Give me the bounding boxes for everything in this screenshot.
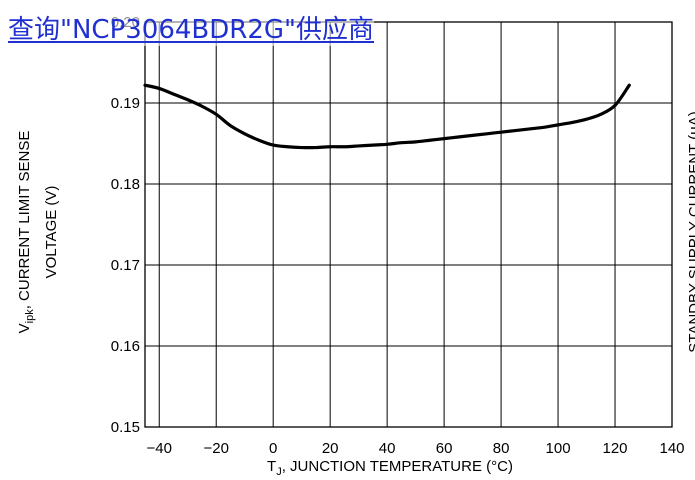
series-layer: [143, 83, 631, 150]
x-tick-label: 40: [379, 440, 396, 457]
x-tick-labels: −40 −20 0 20 40 60 80 100 120 140: [147, 440, 685, 457]
x-tick-label: −40: [147, 440, 172, 457]
y-tick-label: 0.19: [111, 95, 140, 112]
y-tick-labels: 0.150.160.170.180.190.20: [111, 14, 140, 436]
plot-frame: [144, 21, 673, 428]
x-tick-label: 0: [269, 440, 277, 457]
x-tick-label: 60: [436, 440, 453, 457]
x-tick-label: 120: [603, 440, 628, 457]
x-tick-label: 100: [546, 440, 571, 457]
x-axis-label: TJ, JUNCTION TEMPERATURE (°C): [267, 458, 513, 478]
series-line: [143, 83, 631, 150]
supplier-query-link[interactable]: 查询"NCP3064BDR2G"供应商: [8, 14, 374, 46]
y-tick-label: 0.16: [111, 338, 140, 355]
x-tick-label: 20: [322, 440, 339, 457]
y-axis-label-line2: VOLTAGE (V): [43, 186, 60, 279]
secondary-y-axis-label: STANDBY SUPPLY CURRENT (μA): [686, 111, 695, 352]
y-tick-label: 0.15: [111, 419, 140, 436]
y-tick-label: 0.18: [111, 176, 140, 193]
grid: [145, 21, 673, 428]
x-tick-label: 140: [659, 440, 684, 457]
x-tick-label: 80: [493, 440, 510, 457]
y-axis-label: Vipk, CURRENT LIMIT SENSE: [16, 131, 36, 334]
y-tick-label: 0.17: [111, 257, 140, 274]
x-tick-label: −20: [203, 440, 228, 457]
